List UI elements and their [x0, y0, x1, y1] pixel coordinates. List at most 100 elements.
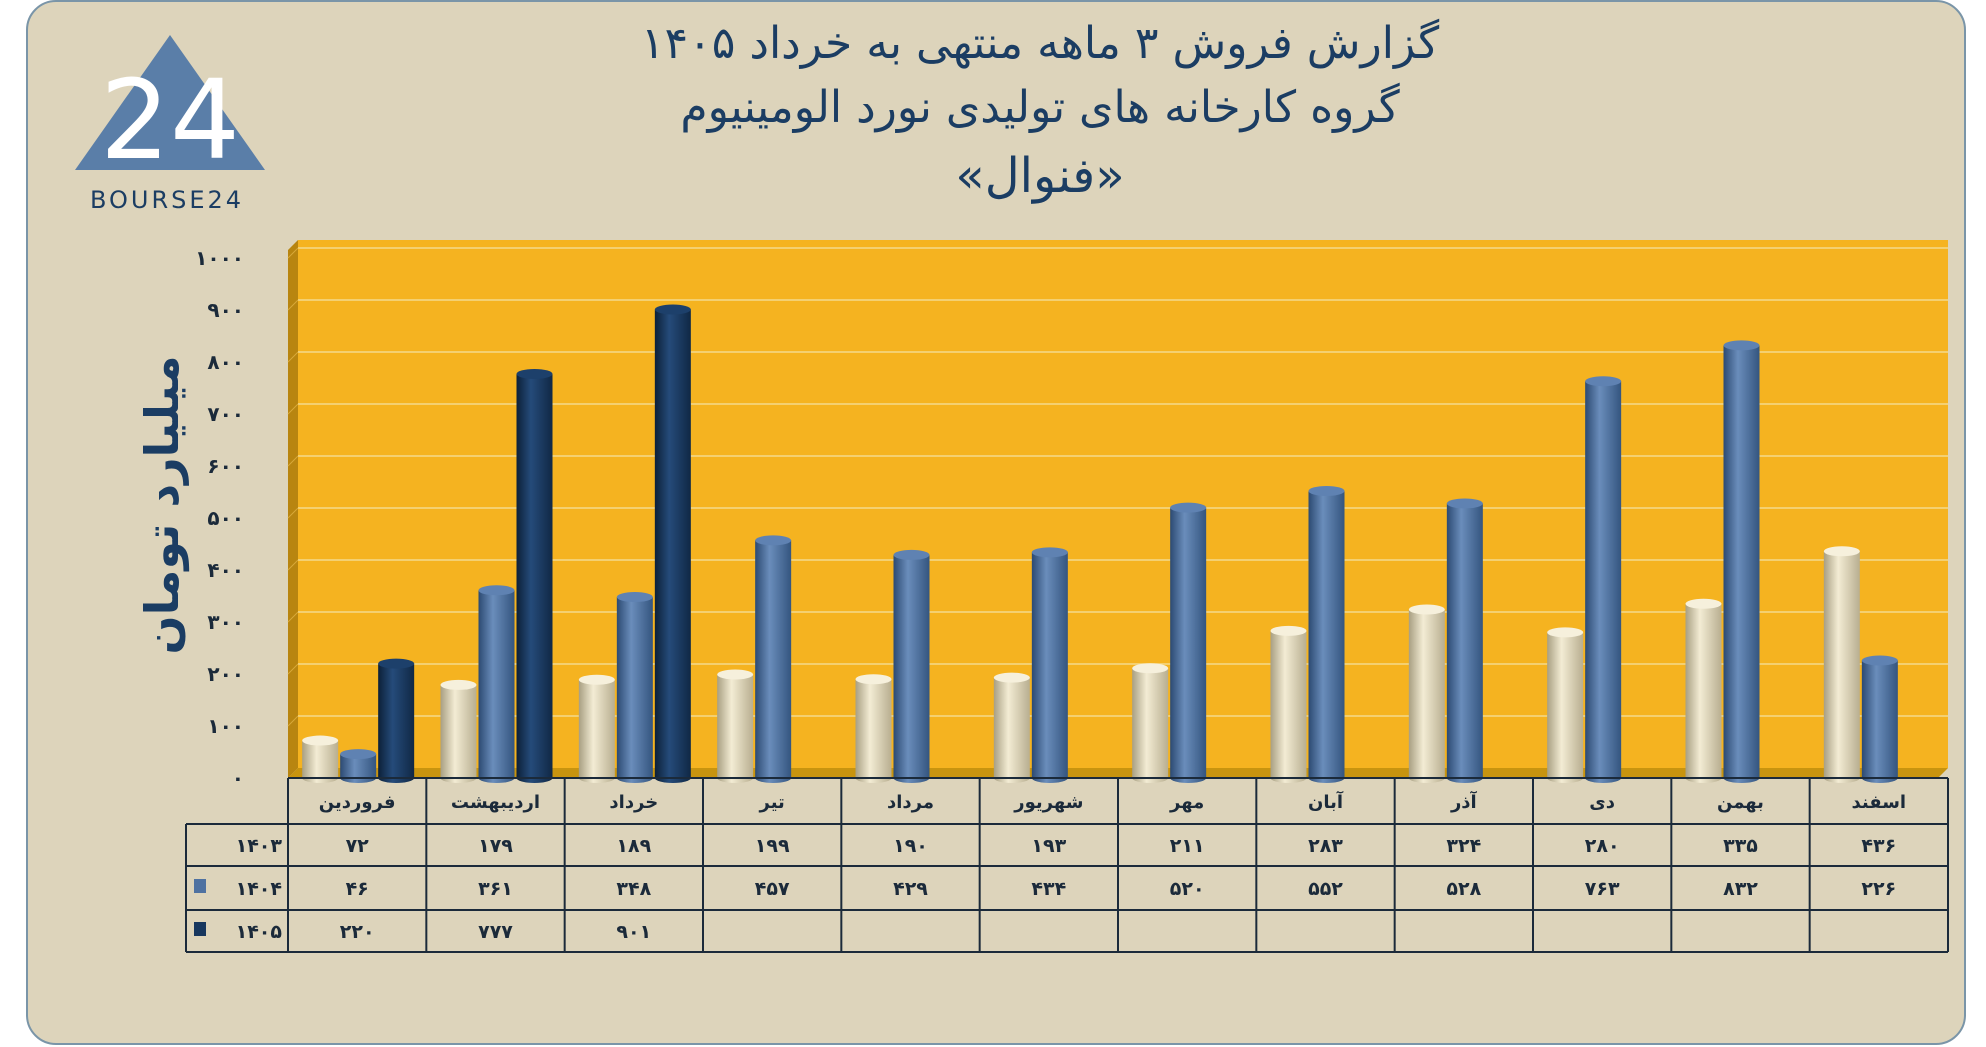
logo-triangle: [75, 35, 265, 170]
bar-cap: [378, 658, 415, 669]
bar-cap: [1031, 547, 1068, 558]
bar: [1308, 485, 1345, 783]
bar: [1270, 625, 1307, 783]
bar-body: [1823, 551, 1860, 778]
category-label: آبان: [1308, 790, 1344, 813]
bar-cap: [717, 669, 754, 680]
bar-cap: [1723, 340, 1760, 351]
bar: [378, 658, 415, 783]
bar-cap: [516, 368, 553, 379]
category-label: آذر: [1450, 790, 1478, 813]
bar: [755, 535, 792, 783]
bar-body: [1723, 345, 1760, 778]
data-label: ۳۳۵: [1723, 835, 1758, 857]
plot-area: [288, 240, 1948, 778]
y-tick-label: ۱۰۰: [207, 714, 244, 738]
legend-swatch: [194, 922, 206, 936]
plot-back-wall: [298, 240, 1948, 768]
data-label: ۱۷۹: [478, 835, 513, 857]
bar: [1446, 498, 1483, 783]
category-label: فروردین: [319, 792, 396, 813]
bar-body: [1170, 507, 1207, 778]
bar-body: [1132, 668, 1169, 778]
y-axis-ticks: ۰ ۱۰۰ ۲۰۰ ۳۰۰ ۴۰۰ ۵۰۰ ۶۰۰ ۷۰۰ ۸۰۰ ۹۰۰ ۱۰۰۰: [195, 246, 244, 790]
bar: [1547, 627, 1584, 783]
bar: [616, 592, 653, 783]
category-label: اسفند: [1852, 792, 1907, 813]
data-label: ۵۲۰: [1170, 878, 1205, 900]
gridline-side: [287, 403, 299, 415]
bar: [440, 679, 477, 783]
bar: [1170, 502, 1207, 783]
data-label: ۵۵۲: [1308, 878, 1343, 900]
bar: [1585, 376, 1622, 783]
data-label: ۲۸۳: [1308, 835, 1343, 857]
data-label: ۷۲: [346, 835, 370, 857]
bar-body: [578, 679, 615, 778]
data-label: ۲۱۱: [1170, 835, 1205, 857]
bar-body: [616, 597, 653, 778]
bar-body: [1270, 630, 1307, 778]
plot-floor: [288, 768, 1948, 778]
bar-cap: [616, 592, 653, 603]
gridline-side: [287, 351, 299, 363]
bar-cap: [1547, 627, 1584, 638]
data-label: ۱۸۹: [616, 835, 651, 857]
bar-cap: [993, 672, 1030, 683]
y-tick-label: ۹۰۰: [207, 298, 244, 322]
bar-body: [1861, 660, 1898, 778]
gridline-side: [287, 247, 299, 259]
bar-body: [1685, 603, 1722, 778]
gridline-side: [287, 559, 299, 571]
bar-cap: [755, 535, 792, 546]
data-label: ۲۲۶: [1861, 878, 1896, 900]
bar-body: [993, 677, 1030, 778]
gridline-side: [287, 507, 299, 519]
bar: [1031, 547, 1068, 783]
data-label: ۳۶۱: [478, 878, 513, 900]
gridline-side: [287, 455, 299, 467]
category-label: شهریور: [1013, 792, 1083, 813]
data-label: ۴۳۶: [1861, 835, 1896, 857]
data-label: ۹۰۱: [616, 921, 651, 943]
bar: [855, 674, 892, 783]
data-label: ۴۲۹: [893, 878, 928, 900]
bar: [1685, 598, 1722, 783]
bar: [340, 749, 377, 783]
company-name: «فنوال»: [955, 148, 1125, 204]
bar: [1823, 546, 1860, 783]
plot-side-wall: [288, 240, 298, 778]
bar: [1723, 340, 1760, 783]
y-tick-label: ۰: [232, 766, 244, 790]
bar: [1861, 655, 1898, 783]
data-label: ۸۳۲: [1723, 878, 1758, 900]
bar: [516, 368, 553, 783]
y-tick-label: ۱۰۰۰: [195, 246, 244, 270]
bar-body: [302, 740, 339, 778]
bar-body: [893, 554, 930, 778]
bar-cap: [1132, 663, 1169, 674]
y-tick-label: ۳۰۰: [207, 610, 244, 634]
data-label: ۳۴۸: [616, 878, 651, 900]
category-label: مهر: [1169, 792, 1204, 813]
data-label: ۲۲۰: [340, 921, 375, 943]
y-tick-label: ۶۰۰: [207, 454, 244, 478]
series-label: ۱۴۰۴: [236, 878, 282, 900]
data-label: ۱۹۳: [1031, 835, 1066, 857]
data-label: ۳۲۴: [1446, 835, 1481, 857]
bar-cap: [1270, 625, 1307, 636]
y-tick-label: ۸۰۰: [207, 350, 244, 374]
bar: [654, 304, 691, 783]
bar-cap: [440, 679, 477, 690]
y-tick-label: ۵۰۰: [207, 506, 244, 530]
bar-body: [1585, 381, 1622, 778]
bar-body: [516, 373, 553, 778]
bar-cap: [1861, 655, 1898, 666]
bar-cap: [1308, 485, 1345, 496]
category-label: تیر: [759, 792, 785, 813]
data-label: ۲۸۰: [1585, 835, 1620, 857]
bar-cap: [478, 585, 515, 596]
bar: [478, 585, 515, 783]
bar-cap: [1823, 546, 1860, 557]
y-tick-label: ۴۰۰: [207, 558, 244, 582]
